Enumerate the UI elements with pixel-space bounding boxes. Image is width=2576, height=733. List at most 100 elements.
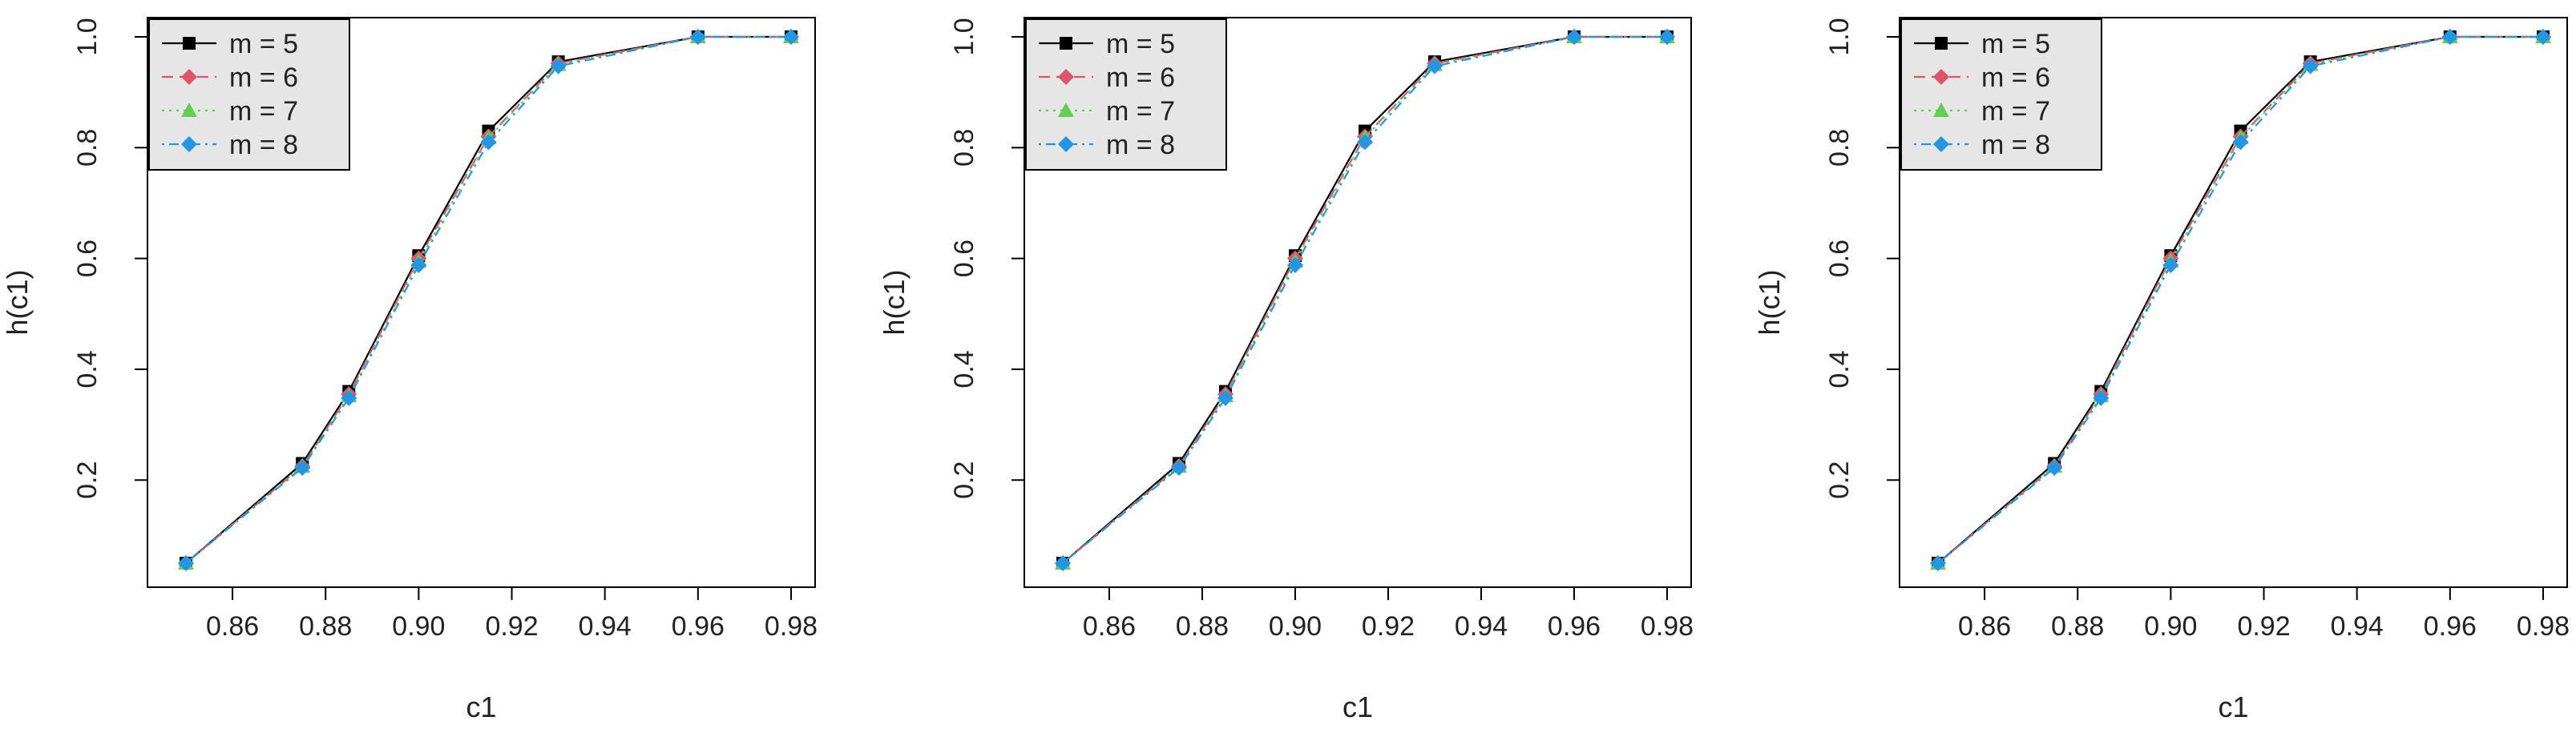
chart-panel-3: 0.86 0.88 0.90 0.92 0.94 0.96 0.98 c1 0.2 0.4 0.6 0… [1753,17,2570,723]
legend-label: m = 8 [229,130,298,160]
data-point [1217,389,1233,406]
legend-label: m = 6 [1981,62,2050,93]
legend-label: m = 5 [1981,29,2050,59]
x-tick-label: 0.86 [1083,611,1136,642]
series-line [185,35,791,564]
data-point [2441,29,2458,45]
x-tick-label: 0.90 [1269,611,1322,642]
y-tick-label: 0.8 [1824,129,1855,167]
x-tick-label: 0.98 [1641,611,1694,642]
x-tick-label: 0.88 [299,611,352,642]
legend-marker [1933,69,1949,85]
data-point [341,389,357,406]
x-tick-label: 0.96 [672,611,725,642]
legend-label: m = 8 [1106,130,1175,160]
y-axis-label: h(c1) [1,269,34,335]
legend-label: m = 8 [1981,130,2050,160]
series-line [1062,35,1667,564]
x-tick-label: 0.90 [392,611,445,642]
chart-panel-1: 0.86 0.88 0.90 0.92 0.94 0.96 0.98 c1 0.2 0.4 0.6 0… [1,17,818,723]
x-tick-label: 0.98 [2517,611,2570,642]
y-tick-label: 0.4 [72,350,103,388]
data-point [1930,555,1946,571]
legend-label: m = 5 [229,29,298,59]
legend-marker [181,69,197,85]
x-tick-label: 0.94 [2331,611,2384,642]
data-point [689,29,706,45]
x-tick-label: 0.88 [1176,611,1229,642]
series-4 [1055,29,1675,571]
legend-marker [1058,103,1074,117]
y-axis-label: h(c1) [878,269,910,335]
legend-label: m = 7 [1106,96,1175,127]
legend-marker [1058,136,1074,152]
data-point [2046,460,2063,477]
x-axis-label: c1 [1343,691,1373,723]
x-tick-label: 0.98 [765,611,818,642]
x-tick-label: 0.90 [2144,611,2197,642]
x-tick-label: 0.86 [1958,611,2011,642]
legend-label: m = 6 [229,62,298,93]
data-point [480,134,497,151]
legend-marker [1933,103,1949,117]
y-tick-label: 0.6 [1824,240,1855,277]
x-tick-label: 0.94 [579,611,632,642]
y-tick-label: 0.2 [949,461,979,499]
data-point [294,460,311,477]
data-point [1055,555,1071,571]
legend-marker [1935,37,1948,50]
chart-panel-2: 0.86 0.88 0.90 0.92 0.94 0.96 0.98 c1 0.2 0.4 0.6 0… [878,17,1694,723]
y-tick-label: 0.8 [949,129,979,167]
data-point [2302,58,2319,75]
data-point [1566,29,1582,45]
data-point [1171,460,1187,477]
data-point [783,29,799,45]
y-tick-label: 0.8 [72,129,103,167]
legend-label: m = 7 [229,96,298,127]
data-point [1357,134,1373,151]
y-tick-label: 1.0 [1824,18,1855,55]
legend-marker [181,136,197,152]
x-tick-label: 0.96 [1548,611,1601,642]
y-tick-label: 0.2 [1824,461,1855,499]
x-axis-label: c1 [466,691,496,723]
legend-marker [183,37,196,50]
data-point [550,58,567,75]
series-4 [1930,29,2551,571]
legend-label: m = 7 [1981,96,2050,127]
y-axis-label: h(c1) [1753,269,1786,335]
data-point [410,256,427,273]
data-point [2162,256,2179,273]
y-tick-label: 0.6 [949,240,979,277]
series-4 [178,29,799,571]
x-tick-label: 0.88 [2051,611,2104,642]
data-point [1427,58,1443,75]
legend: m = 5m = 6m = 7m = 8 [1025,18,1227,171]
x-tick-label: 0.92 [2237,611,2290,642]
legend-label: m = 6 [1106,62,1175,93]
x-tick-label: 0.92 [1362,611,1415,642]
legend-marker [1058,69,1074,85]
data-point [2535,29,2551,45]
x-tick-label: 0.92 [485,611,538,642]
y-tick-label: 1.0 [72,18,103,55]
legend: m = 5m = 6m = 7m = 8 [1900,18,2102,171]
y-tick-label: 0.2 [72,461,103,499]
data-point [2093,389,2110,406]
y-tick-label: 1.0 [949,18,979,55]
series-line [1937,35,2543,564]
y-tick-label: 0.6 [72,240,103,277]
x-axis-label: c1 [2218,691,2248,723]
data-point [2232,134,2249,151]
x-tick-label: 0.94 [1455,611,1508,642]
legend-marker [1933,136,1949,152]
legend-marker [181,103,197,117]
x-tick-label: 0.86 [206,611,259,642]
legend-marker [1060,37,1072,50]
y-tick-label: 0.4 [1824,350,1855,388]
data-point [178,555,194,571]
y-tick-label: 0.4 [949,350,979,388]
data-point [1287,256,1303,273]
